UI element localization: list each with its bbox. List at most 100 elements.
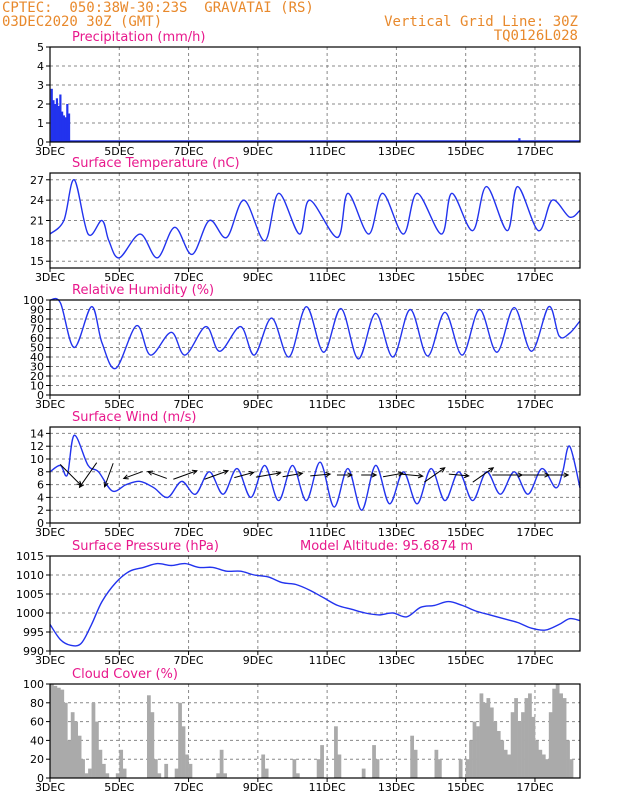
x-tick-label: 9DEC [243,271,273,284]
cloud-bar [63,702,68,778]
x-tick-label: 17DEC [516,398,553,411]
cloud-bar [496,731,501,778]
y-tick-label: 5 [37,41,44,54]
panel-2: 15 18 21 24 27 3DEC 5DEC 7DEC 9DEC 11DEC 13DEC 15DE… [30,156,581,284]
wind-arrow [204,469,230,480]
y-tick-label: 995 [23,626,44,639]
cloud-bar [185,754,189,778]
cloud-bar [105,773,110,778]
wind-arrow-head [275,470,282,477]
y-tick-label: 70 [30,323,44,336]
x-tick-label: 17DEC [516,526,553,539]
precip-bar [54,104,57,142]
plot-frame [49,46,581,143]
x-tick-label: 9DEC [243,398,273,411]
y-tick-label: 80 [30,313,44,326]
cloud-bar [486,698,491,778]
wind-arrow [336,472,354,478]
cloud-bar [500,740,505,778]
panel-5: 990 995 1000 1005 1010 1015 3DEC 5DEC 7DEC 9DEC 11… [16,539,581,667]
cloud-bar [437,759,442,778]
y-tick-label: 2 [37,504,44,517]
cloud-bar [84,773,89,778]
y-tick-label: 0 [37,772,44,785]
wind-arrow [310,471,332,478]
x-tick-label: 11DEC [309,654,346,667]
x-tick-label: 5DEC [104,271,134,284]
cloud-bar [98,749,103,778]
y-tick-label: 0 [37,136,44,149]
x-tick-label: 13DEC [378,781,415,794]
x-tick-label: 13DEC [378,398,415,411]
cloud-bar [469,740,473,778]
wind-arrow-shaft [234,471,254,479]
wind-arrow [448,472,470,479]
y-tick-label: 60 [30,716,44,729]
y-tick-label: 12 [30,440,44,453]
y-tick-label: 1005 [16,588,44,601]
cloud-bar [153,759,158,778]
precip-bar [59,94,62,142]
wind-arrow [59,464,83,487]
y-tick-label: 100 [23,678,44,691]
precip-bar [57,105,60,142]
cloud-bar [174,768,179,778]
cloud-bar [541,754,546,778]
cloud-bar [507,754,512,778]
wind-arrow-head [397,471,404,477]
wind-arrow [282,471,304,478]
cloud-bar [479,693,484,778]
cloud-bar [81,759,85,778]
precip-bar [66,104,69,142]
x-tick-label: 9DEC [243,145,273,158]
x-tick-label: 5DEC [104,654,134,667]
x-tick-label: 11DEC [309,398,346,411]
wind-arrow-head [248,470,255,477]
cloud-bar [552,688,557,778]
cloud-bar [434,749,439,778]
precip-bar [64,117,67,142]
y-tick-label: 990 [23,645,44,658]
panel-title: Surface Pressure (hPa) [72,539,219,554]
wind-arrow-shaft [448,473,469,477]
wind-arrow-shaft [423,467,446,483]
x-tick-label: 5DEC [104,145,134,158]
plot-frame [49,172,581,269]
wind-arrow [361,472,378,478]
y-tick-label: 1 [37,117,44,130]
header-station: CPTEC: 050:38W-30:23S GRAVATAI (RS) [2,0,314,16]
y-tick-label: 20 [30,370,44,383]
wind-arrow-shaft [255,472,281,478]
x-tick-label: 3DEC [35,145,65,158]
y-tick-label: 21 [30,215,44,228]
x-tick-label: 7DEC [174,271,204,284]
cloud-bar [410,735,415,778]
cloud-bar [562,698,567,778]
wind-arrow-shaft [173,470,198,480]
wind-arrow [173,469,198,480]
y-tick-label: 4 [37,60,44,73]
header-grid-line: Vertical Grid Line: 30Z [384,14,578,30]
series-line [49,297,581,370]
plot-frame [49,299,581,396]
x-tick-label: 3DEC [35,271,65,284]
wind-arrow-shaft [204,470,229,480]
y-tick-label: 50 [30,342,44,355]
cloud-bar [569,759,574,778]
y-tick-label: 1010 [16,569,44,582]
cloud-bar [74,721,79,778]
cloud-bar [548,712,553,778]
cloud-bar [489,707,494,778]
panel-title: Relative Humidity (%) [72,283,214,298]
wind-arrow-shaft [282,472,303,478]
cloud-bar [188,763,193,778]
x-tick-label: 11DEC [309,781,346,794]
wind-arrow-head [439,467,446,473]
wind-arrow-shaft [123,471,143,479]
y-tick-label: 15 [30,255,44,268]
cloud-bar [510,712,515,778]
cloud-bar [77,735,82,778]
cloud-bar [88,768,92,778]
